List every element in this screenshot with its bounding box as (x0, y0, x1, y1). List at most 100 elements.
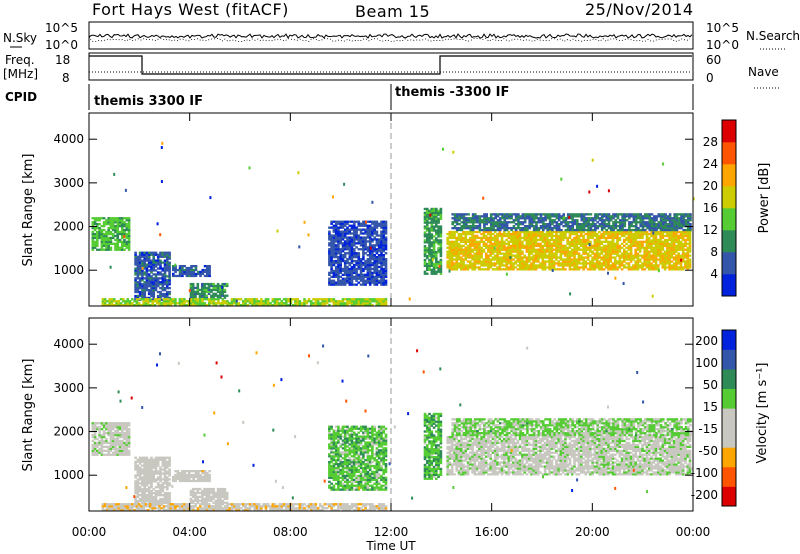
power-cell (453, 225, 457, 228)
power-cell (145, 285, 149, 288)
power-cell (141, 259, 144, 262)
power-cell (191, 286, 195, 290)
power-cell (559, 264, 563, 267)
power-cell (102, 234, 106, 238)
power-cell (648, 238, 651, 242)
power-cell (138, 294, 142, 298)
power-cell (100, 238, 104, 242)
power-cell (498, 242, 502, 245)
power-cell (118, 219, 122, 222)
power-speckle (614, 276, 617, 280)
power-cell (580, 262, 583, 265)
power-cell (507, 260, 511, 263)
power-cell (469, 264, 472, 267)
power-cell (654, 246, 658, 249)
power-cell (343, 246, 347, 249)
power-cell (611, 238, 615, 242)
power-cell (616, 221, 620, 224)
power-cell (576, 215, 579, 218)
power-cell (557, 256, 560, 259)
power-cell (512, 268, 515, 271)
power-cell (223, 300, 227, 303)
power-cell (430, 209, 434, 212)
power-cell (373, 263, 376, 267)
power-cell (673, 227, 676, 230)
power-cell (632, 258, 635, 261)
power-cell (491, 232, 495, 236)
power-cell (476, 217, 479, 220)
power-cell (485, 213, 488, 216)
power-cell (141, 285, 144, 288)
power-cell (643, 246, 646, 249)
power-cell (595, 256, 599, 259)
power-cell (159, 253, 162, 256)
power-cell (517, 221, 520, 224)
power-cell (561, 268, 565, 271)
power-cell (357, 265, 361, 269)
power-cell (525, 240, 529, 243)
power-cell (448, 256, 452, 259)
power-cell (362, 273, 365, 276)
power-cell (163, 263, 167, 266)
power-cell (600, 225, 604, 228)
power-speckle (438, 264, 441, 268)
power-cell (469, 240, 472, 243)
power-cell (568, 236, 572, 240)
power-cell (216, 284, 220, 288)
power-cell (537, 264, 540, 267)
power-cell (576, 223, 579, 226)
power-cell (668, 258, 671, 261)
velocity-cell (111, 437, 115, 441)
power-cell (368, 279, 372, 282)
power-cell (548, 248, 551, 251)
power-cell (339, 250, 342, 253)
power-cell (499, 228, 502, 232)
power-cell (266, 302, 270, 305)
power-speckle (482, 196, 485, 200)
power-cell (663, 234, 667, 238)
power-cell (446, 238, 449, 242)
power-cell (478, 256, 481, 259)
power-cell (446, 232, 449, 236)
power-cell (191, 296, 195, 299)
power-cell (330, 265, 333, 269)
power-cell (614, 258, 617, 261)
power-cell (353, 267, 356, 271)
power-cell (527, 252, 531, 255)
velocity-cell (93, 422, 97, 425)
power-cell (296, 300, 299, 303)
power-cell (594, 228, 597, 232)
power-cell (127, 228, 131, 232)
power-cell (566, 225, 570, 228)
power-cell (384, 242, 388, 245)
power-cell (475, 262, 479, 265)
power-cell (566, 242, 569, 245)
power-cell (686, 256, 690, 259)
power-cell (564, 244, 567, 247)
power-cell (330, 271, 333, 274)
power-cell (111, 225, 115, 228)
power-cell (368, 250, 372, 253)
power-cell (437, 247, 440, 250)
power-cell (366, 259, 370, 263)
power-cell (373, 298, 376, 301)
power-cell (491, 264, 495, 267)
power-cell (136, 271, 140, 274)
power-cell (544, 217, 547, 220)
velocity-cell (116, 439, 119, 443)
power-cell (500, 268, 504, 271)
power-cell (100, 236, 104, 240)
power-cell (627, 266, 631, 269)
power-cell (505, 250, 508, 253)
power-cell (163, 281, 167, 284)
power-cell (464, 266, 468, 269)
power-cell (208, 300, 211, 303)
power-cell (650, 258, 653, 261)
velocity-cell (91, 451, 95, 454)
power-cell (453, 246, 456, 249)
power-cell (346, 236, 349, 239)
power-cell (607, 244, 610, 247)
power-cell (474, 213, 477, 216)
power-cell (450, 230, 454, 234)
power-cell (357, 220, 361, 223)
